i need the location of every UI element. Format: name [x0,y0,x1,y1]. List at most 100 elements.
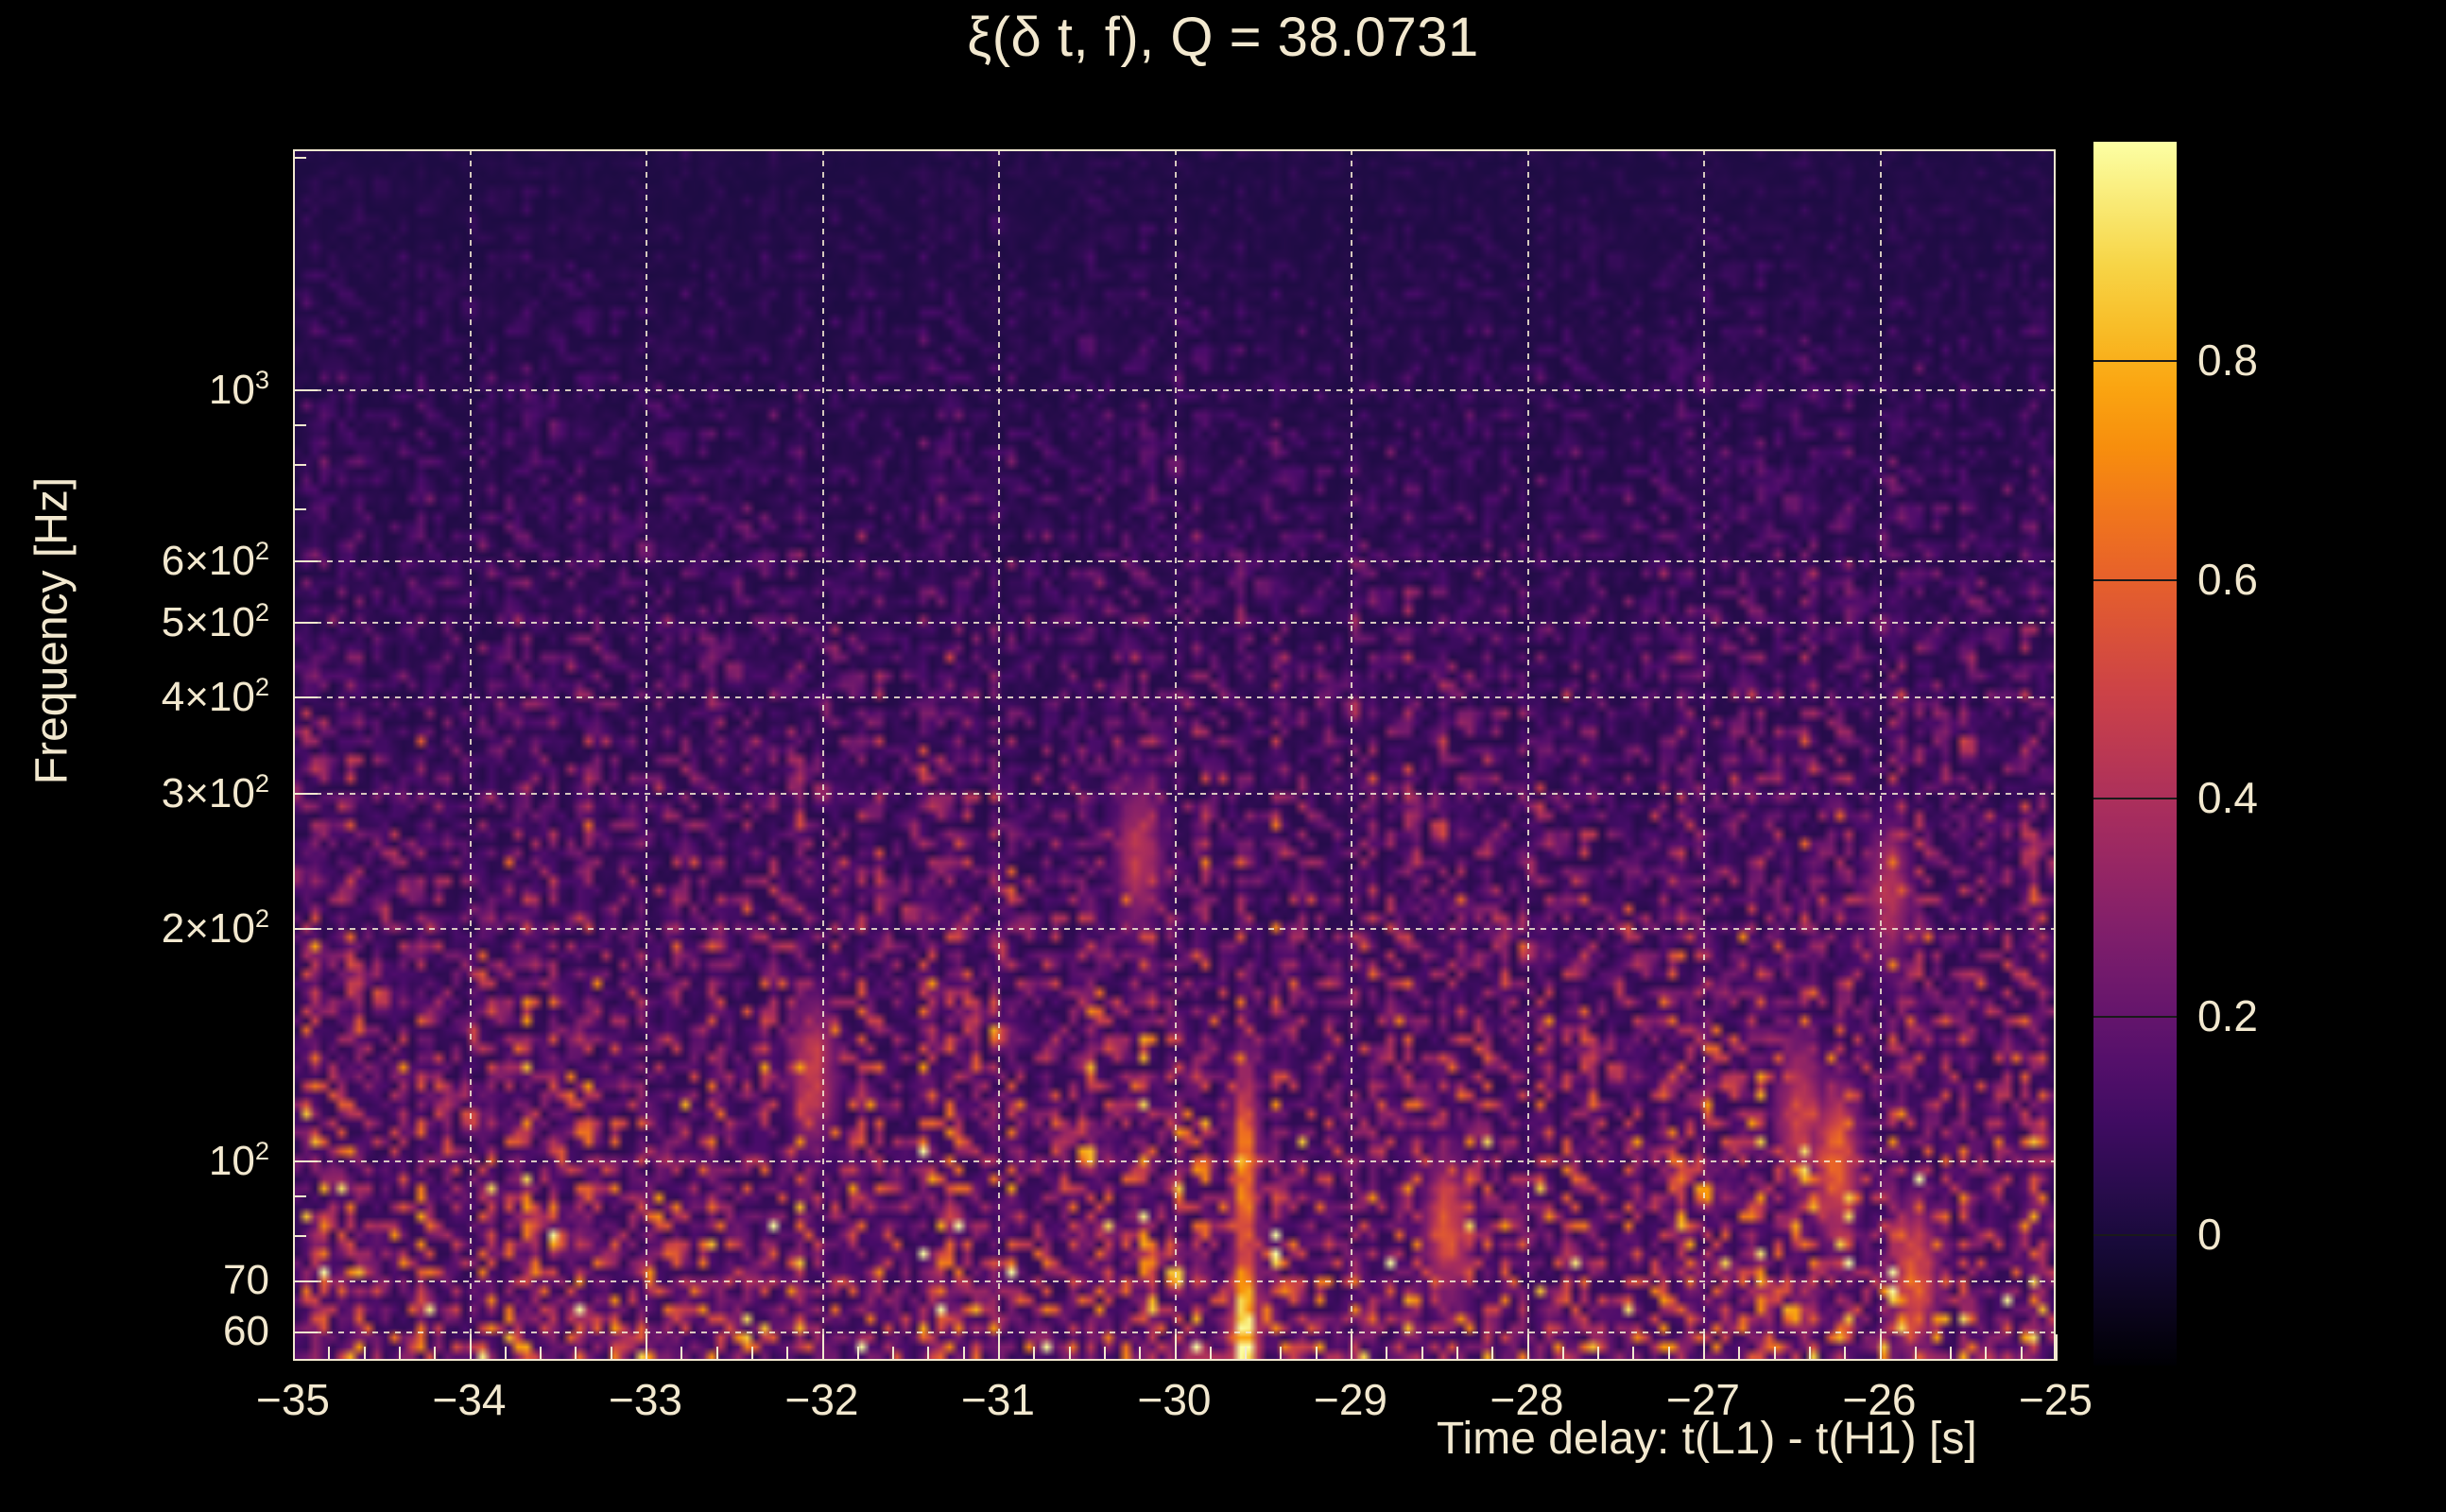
colorbar-ticklabel: 0.2 [2197,991,2258,1040]
gridline-horizontal [293,928,2056,931]
x-axis-minor-tick [962,1347,965,1361]
x-axis-minor-tick [610,1347,612,1361]
x-axis-major-tick [1879,1334,1882,1361]
x-axis-major-tick [1351,1334,1352,1361]
x-axis-minor-tick [398,1347,401,1361]
y-axis-minor-tick [293,1332,306,1334]
x-axis-ticklabel: −30 [1137,1375,1212,1424]
x-axis-major-tick [469,1334,472,1361]
x-axis-minor-tick [1597,1347,1600,1361]
x-axis-minor-tick [1561,1347,1564,1361]
y-axis-ticklabel: 3×102 [161,767,269,816]
x-axis-major-tick [1703,1334,1705,1361]
x-axis-minor-tick [750,1347,753,1361]
x-axis-minor-tick [1632,1347,1635,1361]
x-axis-minor-tick [363,1347,366,1361]
y-axis-ticklabel: 103 [208,365,269,413]
colorbar-tick [2093,797,2177,799]
x-axis-minor-tick [1103,1347,1106,1361]
x-axis-minor-tick [1808,1347,1811,1361]
gridline-vertical [1351,149,1352,1361]
x-axis-minor-tick [1315,1347,1318,1361]
y-axis-minor-tick [293,621,306,624]
colorbar-ticklabel: 0.4 [2197,772,2258,822]
colorbar-tick [2093,578,2177,581]
heatmap-plot-area[interactable] [293,149,2056,1361]
colorbar-ticklabel: 0 [2197,1210,2222,1260]
y-axis-ticklabel: 60 [223,1308,269,1355]
x-axis-minor-tick [1773,1347,1776,1361]
x-axis-minor-tick [504,1347,507,1361]
gridline-vertical [1879,149,1882,1361]
x-axis-ticklabel: −27 [1665,1375,1741,1424]
colorbar-tick [2093,360,2177,363]
y-axis-ticklabel: 5×102 [161,596,269,645]
gridline-horizontal [293,1332,2056,1334]
x-axis-minor-tick [575,1347,577,1361]
gridline-horizontal [293,696,2056,698]
x-axis-minor-tick [1068,1347,1071,1361]
y-axis-minor-tick [293,560,306,563]
x-axis-major-tick [998,1334,1000,1361]
x-axis-ticklabel: −34 [432,1375,507,1424]
x-axis-minor-tick [1033,1347,1036,1361]
x-axis-ticklabel: −26 [1842,1375,1917,1424]
gridline-horizontal [293,1160,2056,1163]
y-axis-minor-tick [293,389,306,392]
gridline-vertical [1703,149,1705,1361]
x-axis-minor-tick [1844,1347,1847,1361]
x-axis-major-tick [821,1334,824,1361]
y-axis-ticklabel: 70 [223,1256,269,1303]
x-axis-minor-tick [892,1347,895,1361]
x-axis-minor-tick [540,1347,543,1361]
y-axis-minor-tick [293,1280,306,1282]
x-axis-minor-tick [680,1347,683,1361]
x-axis-ticklabel: −25 [2018,1375,2093,1424]
x-axis-major-tick [293,1334,295,1361]
gridline-horizontal [293,560,2056,563]
x-axis-minor-tick [1738,1347,1741,1361]
colorbar-ticklabel: 0.8 [2197,335,2258,386]
x-axis-minor-tick [1139,1347,1142,1361]
x-axis-minor-tick [2020,1347,2023,1361]
x-axis-ticklabel: −32 [784,1375,859,1424]
colorbar[interactable] [2093,142,2177,1366]
x-axis-major-tick [2056,1334,2058,1361]
y-axis-minor-tick [293,464,306,467]
x-axis-major-tick [1174,1334,1177,1361]
colorbar-tick [2093,1016,2177,1018]
x-axis-ticklabel: −35 [255,1375,331,1424]
gridline-vertical [1526,149,1529,1361]
gridline-vertical [1174,149,1177,1361]
x-axis-minor-tick [434,1347,437,1361]
x-axis-minor-tick [1985,1347,1988,1361]
y-axis-minor-tick [293,1195,306,1198]
x-axis-minor-tick [1950,1347,1953,1361]
y-axis-title: Frequency [Hz] [26,476,78,785]
x-axis-minor-tick [1209,1347,1212,1361]
gridline-horizontal [293,1280,2056,1282]
gridline-horizontal [293,389,2056,392]
x-axis-ticklabel: −33 [608,1375,683,1424]
x-axis-minor-tick [328,1347,331,1361]
x-axis-minor-tick [927,1347,930,1361]
chart-title: ξ(δ t, f), Q = 38.0731 [967,7,1479,68]
y-axis-ticklabel: 102 [208,1136,269,1184]
gridline-vertical [646,149,647,1361]
x-axis-minor-tick [715,1347,718,1361]
y-axis-minor-tick [293,157,306,160]
gridline-vertical [998,149,1000,1361]
y-axis-minor-tick [293,1235,306,1238]
x-axis-minor-tick [1421,1347,1423,1361]
x-axis-major-tick [1526,1334,1529,1361]
colorbar-tick [2093,1234,2177,1237]
x-axis-minor-tick [1245,1347,1248,1361]
gridline-horizontal [293,621,2056,624]
y-axis-ticklabel: 2×102 [161,903,269,953]
y-axis-minor-tick [293,1160,306,1163]
x-axis-minor-tick [1491,1347,1494,1361]
x-axis-ticklabel: −31 [960,1375,1036,1424]
x-axis-minor-tick [1667,1347,1670,1361]
x-axis-title: Time delay: t(L1) - t(H1) [s] [1437,1414,1977,1464]
colorbar-ticklabel: 0.6 [2197,554,2258,604]
